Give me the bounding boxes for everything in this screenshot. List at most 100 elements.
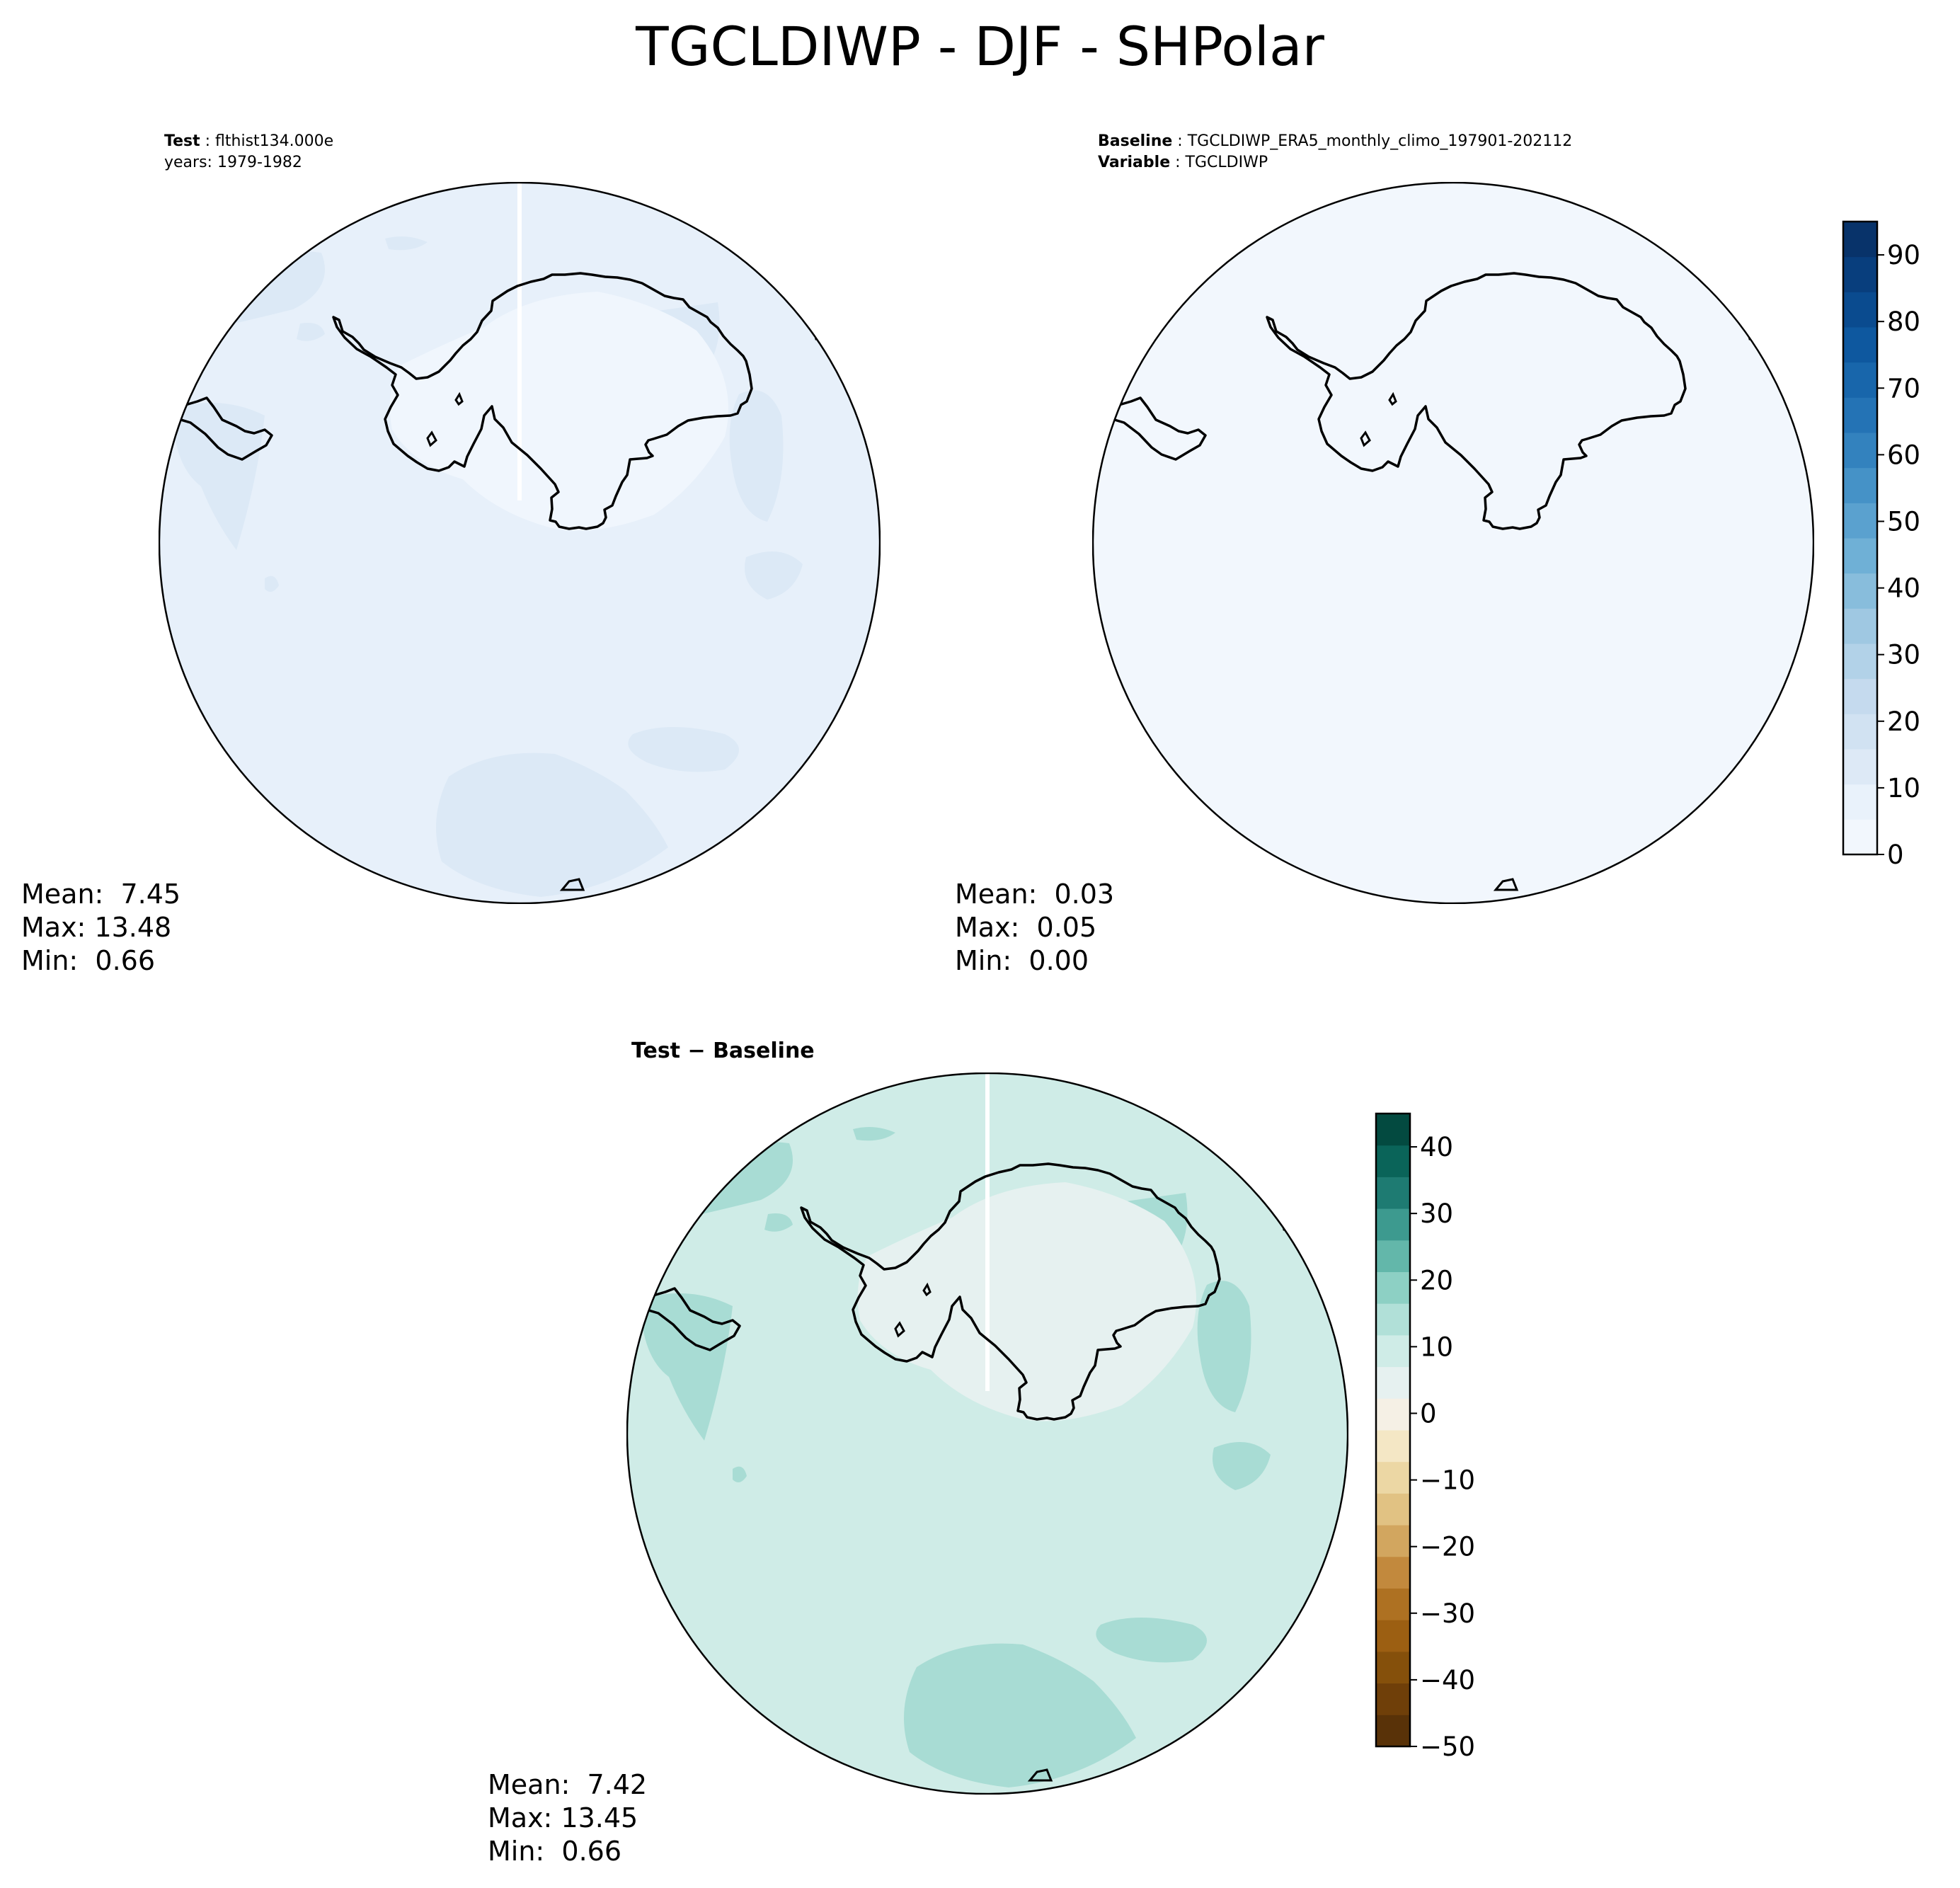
- diff-colorbar-level-12: [1376, 1334, 1410, 1368]
- island-coastline-4: [894, 1321, 905, 1338]
- antarctica-coastline: [1266, 272, 1687, 530]
- main-colorbar-level-3: [1843, 714, 1877, 750]
- baseline-map: [1092, 182, 1814, 904]
- dateline-seam: [517, 183, 522, 500]
- test-case: flthist134.000e: [215, 132, 334, 150]
- diff-colorbar-level-7: [1376, 1493, 1410, 1526]
- dateline-seam: [985, 1073, 990, 1391]
- diff-colorbar-level-10: [1376, 1398, 1410, 1431]
- diff-colorbar-level-13: [1376, 1303, 1410, 1336]
- baseline-case: TGCLDIWP_ERA5_monthly_climo_197901-20211…: [1187, 132, 1573, 150]
- island-coastline-5: [559, 878, 585, 891]
- main-colorbar-level-0: [1843, 819, 1877, 855]
- diff-title-sep: −: [680, 1039, 713, 1063]
- diff-colorbar-level-17: [1376, 1177, 1410, 1209]
- island-coastline-3: [1388, 391, 1397, 406]
- diff-stats: Mean: 7.42 Max: 13.45 Min: 0.66: [488, 1768, 647, 1868]
- island-coastline-3: [454, 391, 464, 406]
- diff-colorbar-tick-label-9: −50: [1420, 1732, 1475, 1759]
- baseline-stats: Mean: 0.03 Max: 0.05 Min: 0.00: [955, 878, 1114, 978]
- diff-colorbar-tick-label-6: −20: [1420, 1532, 1475, 1562]
- main-colorbar-tick-label-5: 50: [1887, 506, 1920, 537]
- baseline-panel-title: Baseline : TGCLDIWP_ERA5_monthly_climo_1…: [1098, 132, 1573, 171]
- main-colorbar-level-10: [1843, 467, 1877, 503]
- diff-stat-mean: Mean: 7.42: [488, 1769, 648, 1800]
- south-america-coastline: [627, 1287, 741, 1351]
- baseline-stat-mean: Mean: 0.03: [955, 879, 1115, 910]
- diff-colorbar-tick-label-7: −30: [1420, 1598, 1475, 1629]
- main-colorbar-level-7: [1843, 573, 1877, 609]
- diff-colorbar-tick-label-5: −10: [1420, 1465, 1475, 1496]
- field-background: [1093, 183, 1813, 903]
- diff-colorbar-level-0: [1376, 1715, 1410, 1747]
- main-colorbar-tick-label-4: 40: [1887, 573, 1920, 604]
- diff-title-right: Baseline: [713, 1039, 815, 1063]
- south-america-coastline: [1093, 396, 1207, 461]
- diff-colorbar-level-1: [1376, 1683, 1410, 1715]
- test-years: 1979-1982: [217, 154, 302, 171]
- map-field: [1093, 183, 1813, 903]
- diff-colorbar-level-18: [1376, 1145, 1410, 1177]
- main-colorbar-tick-label-0: 0: [1887, 840, 1904, 867]
- island-coastline-1: [691, 1168, 703, 1187]
- baseline-stat-min: Min: 0.00: [955, 945, 1089, 976]
- field-contour-interior: [389, 292, 728, 531]
- island-coastline-3: [922, 1282, 932, 1297]
- south-america-coastline: [159, 396, 273, 461]
- field-contour-9: [764, 1213, 793, 1232]
- map-boundary: [159, 182, 881, 904]
- diff-panel-title: Test − Baseline: [631, 1039, 815, 1063]
- baseline-stat-max: Max: 0.05: [955, 912, 1097, 943]
- field-contour-4: [1197, 1281, 1251, 1412]
- diff-colorbar-level-16: [1376, 1208, 1410, 1241]
- field-contour-6: [628, 727, 739, 772]
- island-coastline-4: [426, 430, 437, 447]
- field-contour-10: [385, 236, 428, 251]
- diff-colorbar-level-2: [1376, 1651, 1410, 1684]
- diff-colorbar-tick-label-2: 20: [1420, 1265, 1453, 1295]
- map-field: [627, 1073, 1348, 1794]
- main-colorbar-tick-label-7: 70: [1887, 373, 1920, 404]
- baseline-variable: TGCLDIWP: [1185, 154, 1268, 171]
- island-coastline-4: [1360, 430, 1371, 447]
- diff-colorbar-level-14: [1376, 1271, 1410, 1304]
- diff-title-left: Test: [631, 1039, 681, 1063]
- diff-colorbar-level-9: [1376, 1430, 1410, 1463]
- field-contour-8: [733, 1466, 747, 1482]
- diff-colorbar-outline: [1375, 1112, 1411, 1748]
- main-colorbar-level-5: [1843, 643, 1877, 680]
- diff-colorbar-level-8: [1376, 1461, 1410, 1494]
- island-coastline-1: [1157, 278, 1169, 297]
- antarctica-coastline: [332, 272, 753, 530]
- test-stat-max: Max: 13.48: [21, 912, 172, 943]
- baseline-label: Baseline: [1098, 132, 1173, 150]
- main-colorbar-level-2: [1843, 749, 1877, 785]
- test-stats: Mean: 7.45 Max: 13.48 Min: 0.66: [21, 878, 180, 978]
- diff-colorbar: 40 30 20 10 0 −10 −20 −30 −40 −50: [1375, 1112, 1475, 1759]
- test-years-label: years: [164, 154, 207, 171]
- field-contour-4: [729, 390, 784, 522]
- field-contour-interior: [857, 1182, 1196, 1421]
- antarctica-coastline: [800, 1162, 1221, 1421]
- main-colorbar-level-9: [1843, 503, 1877, 539]
- test-stat-min: Min: 0.66: [21, 945, 155, 976]
- main-colorbar-level-8: [1843, 538, 1877, 574]
- field-contour-5: [1213, 1442, 1271, 1490]
- diff-colorbar-level-6: [1376, 1525, 1410, 1557]
- figure-title: TGCLDIWP - DJF - SHPolar: [636, 15, 1324, 78]
- island-coastline-5: [1027, 1768, 1053, 1782]
- test-stat-mean: Mean: 7.45: [21, 879, 181, 910]
- baseline-variable-label: Variable: [1098, 154, 1171, 171]
- main-colorbar: 0 10 20 30 40 50 60 70 80 90: [1842, 220, 1920, 867]
- field-contour-5: [745, 551, 803, 600]
- main-colorbar-level-15: [1843, 292, 1877, 328]
- diff-colorbar-level-19: [1376, 1114, 1410, 1146]
- field-contour-8: [265, 576, 279, 592]
- main-colorbar-level-17: [1843, 222, 1877, 258]
- diff-colorbar-tick-label-8: −40: [1420, 1665, 1475, 1695]
- main-colorbar-level-14: [1843, 327, 1877, 363]
- test-label: Test: [164, 132, 200, 150]
- diff-colorbar-level-4: [1376, 1588, 1410, 1620]
- diff-colorbar-level-5: [1376, 1556, 1410, 1589]
